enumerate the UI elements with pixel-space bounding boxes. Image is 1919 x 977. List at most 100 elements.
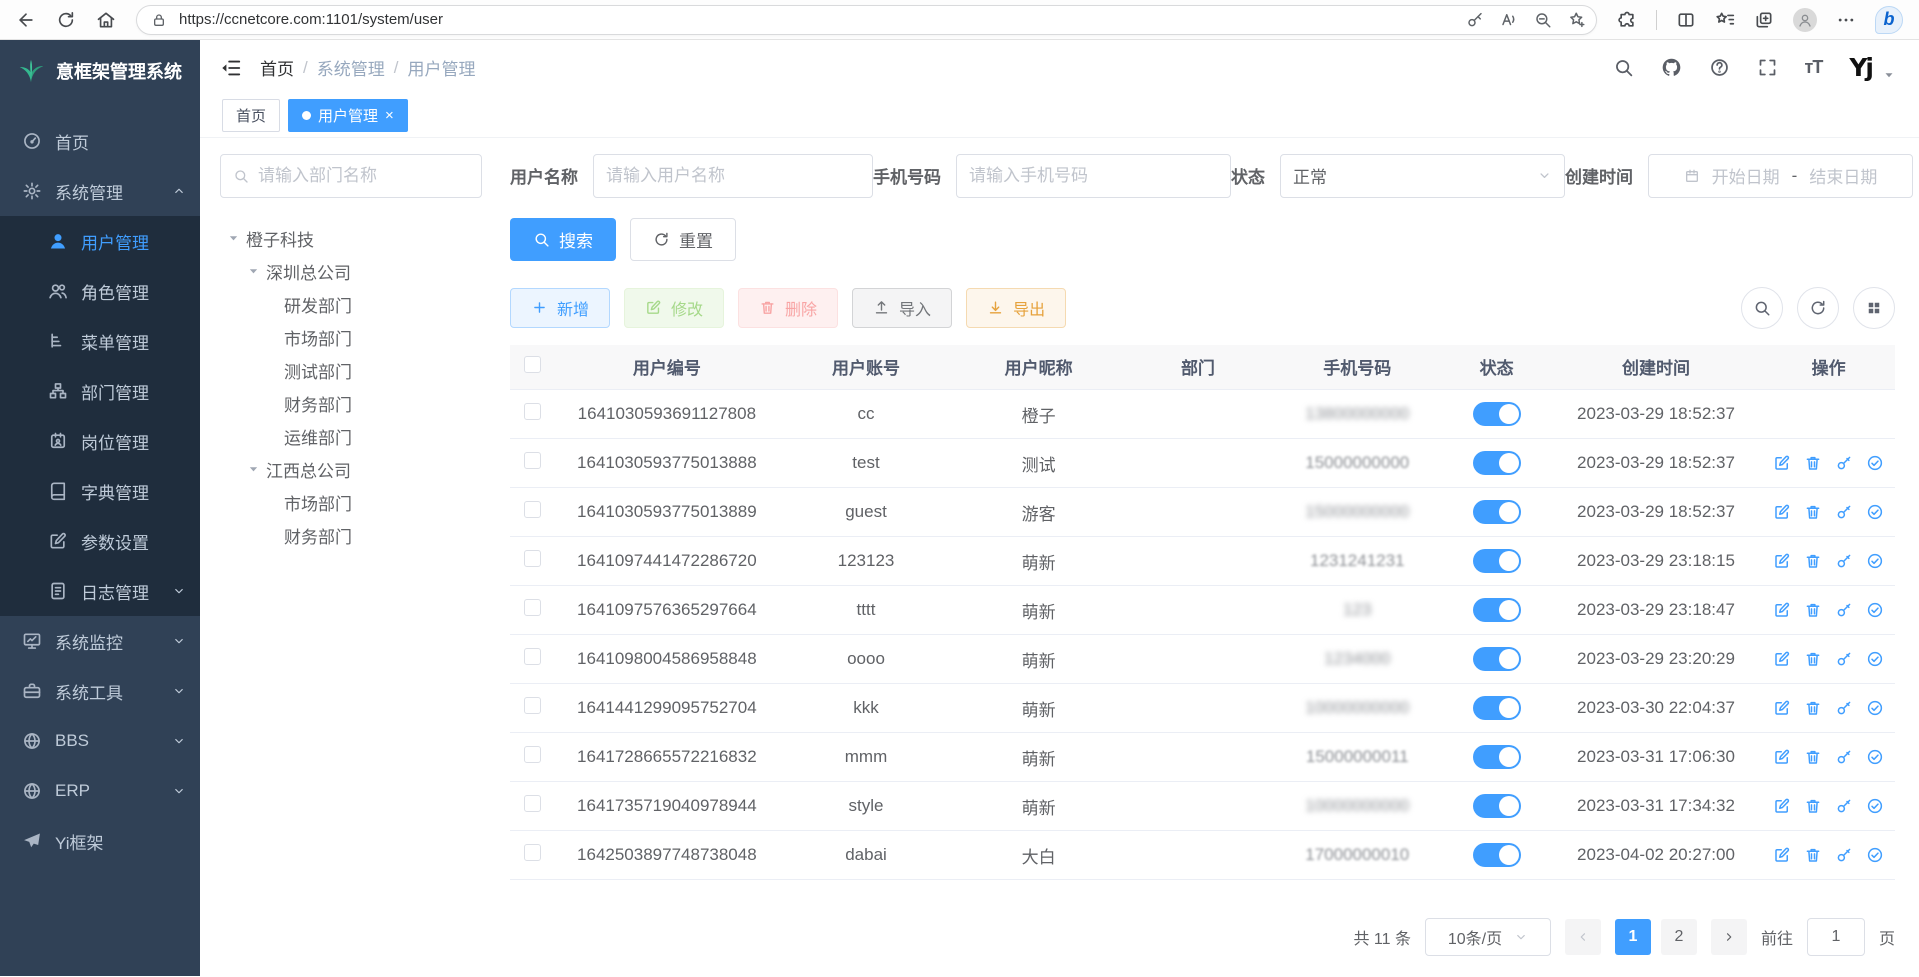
assign-role-button[interactable] [1866,748,1884,766]
browser-refresh-icon[interactable] [56,10,76,30]
edit-user-button[interactable] [1773,503,1791,521]
edit-user-button[interactable] [1773,748,1791,766]
reset-password-button[interactable] [1835,454,1853,472]
user-avatar[interactable]: Yj [1849,53,1874,83]
edit-user-button[interactable] [1773,601,1791,619]
delete-button[interactable]: 删除 [738,287,839,328]
next-page-button[interactable] [1710,919,1747,955]
sidebar-item-角色管理[interactable]: 角色管理 [0,266,200,316]
export-button[interactable]: 导出 [966,287,1067,328]
assign-role-button[interactable] [1866,797,1884,815]
sidebar-item-部门管理[interactable]: 部门管理 [0,366,200,416]
end-date-placeholder[interactable]: 结束日期 [1809,168,1878,187]
url-text[interactable]: https://ccnetcore.com:1101/system/user [179,11,444,28]
tree-node-研发部门[interactable]: 研发部门 [220,288,482,321]
status-toggle[interactable] [1472,745,1521,769]
delete-user-button[interactable] [1804,699,1822,717]
sidebar-item-系统工具[interactable]: 系统工具 [0,666,200,716]
sidebar-item-系统管理[interactable]: 系统管理 [0,166,200,216]
assign-role-button[interactable] [1866,552,1884,570]
tree-node-江西总公司[interactable]: 江西总公司 [220,453,482,486]
row-checkbox[interactable] [523,550,541,567]
row-checkbox[interactable] [523,844,541,861]
reset-button[interactable]: 重置 [630,217,736,261]
reset-password-button[interactable] [1835,797,1853,815]
assign-role-button[interactable] [1866,699,1884,717]
collapse-sidebar-icon[interactable] [220,57,242,79]
reset-password-button[interactable] [1835,503,1853,521]
status-toggle[interactable] [1472,794,1521,818]
breadcrumb-item-用户管理[interactable]: 用户管理 [407,60,476,80]
password-icon[interactable] [1466,11,1484,29]
username-input[interactable] [606,165,860,186]
reset-password-button[interactable] [1835,650,1853,668]
sidebar-item-岗位管理[interactable]: 岗位管理 [0,416,200,466]
fullscreen-icon[interactable] [1757,57,1778,78]
sidebar-item-ERP[interactable]: ERP [0,766,200,816]
assign-role-button[interactable] [1866,846,1884,864]
page-button-2[interactable]: 2 [1660,919,1697,955]
assign-role-button[interactable] [1866,601,1884,619]
sidebar-item-系统监控[interactable]: 系统监控 [0,616,200,666]
sidebar-item-日志管理[interactable]: 日志管理 [0,566,200,616]
breadcrumb-item-系统管理[interactable]: 系统管理 [316,60,385,80]
start-date-placeholder[interactable]: 开始日期 [1711,168,1780,187]
sidebar-item-参数设置[interactable]: 参数设置 [0,516,200,566]
assign-role-button[interactable] [1866,454,1884,472]
phone-field[interactable] [956,153,1231,198]
github-icon[interactable] [1661,57,1682,78]
row-checkbox[interactable] [523,452,541,469]
edit-user-button[interactable] [1773,552,1791,570]
tree-node-财务部门[interactable]: 财务部门 [220,387,482,420]
sidebar-item-用户管理[interactable]: 用户管理 [0,216,200,266]
font-size-icon[interactable]: ᴛT [1804,57,1824,78]
status-toggle[interactable] [1472,549,1521,573]
select-all-checkbox[interactable] [523,355,541,373]
row-checkbox[interactable] [523,795,541,812]
reset-password-button[interactable] [1835,748,1853,766]
tree-node-市场部门[interactable]: 市场部门 [220,486,482,519]
status-toggle[interactable] [1472,500,1521,524]
row-checkbox[interactable] [523,746,541,763]
tree-node-橙子科技[interactable]: 橙子科技 [220,222,482,255]
delete-user-button[interactable] [1804,552,1822,570]
avatar-caret-icon[interactable] [1883,69,1895,81]
sidebar-item-菜单管理[interactable]: 菜单管理 [0,316,200,366]
row-checkbox[interactable] [523,501,541,518]
browser-home-icon[interactable] [96,10,116,30]
tree-node-运维部门[interactable]: 运维部门 [220,420,482,453]
status-toggle[interactable] [1472,696,1521,720]
delete-user-button[interactable] [1804,748,1822,766]
department-search-input[interactable] [258,165,469,186]
delete-user-button[interactable] [1804,601,1822,619]
tab-用户管理[interactable]: 用户管理 × [288,99,408,133]
edit-user-button[interactable] [1773,846,1791,864]
status-toggle[interactable] [1472,402,1521,426]
status-toggle[interactable] [1472,451,1521,475]
prev-page-button[interactable] [1564,919,1601,955]
edit-user-button[interactable] [1773,650,1791,668]
add-button[interactable]: 新增 [510,287,611,328]
page-size-select[interactable]: 10条/页 [1424,918,1551,956]
address-bar[interactable]: https://ccnetcore.com:1101/system/user [136,4,1597,35]
show-search-toggle-button[interactable] [1741,286,1783,329]
header-search-icon[interactable] [1613,57,1634,78]
username-field[interactable] [593,153,873,198]
bing-icon[interactable]: b [1875,5,1903,34]
delete-user-button[interactable] [1804,650,1822,668]
edit-user-button[interactable] [1773,699,1791,717]
favorite-add-icon[interactable] [1568,11,1586,29]
sidebar-item-字典管理[interactable]: 字典管理 [0,466,200,516]
reset-password-button[interactable] [1835,601,1853,619]
column-settings-button[interactable] [1853,286,1895,329]
tab-首页[interactable]: 首页 [222,99,281,133]
tree-node-深圳总公司[interactable]: 深圳总公司 [220,255,482,288]
browser-menu-icon[interactable] [1836,10,1856,30]
row-checkbox[interactable] [523,403,541,420]
sidebar-item-首页[interactable]: 首页 [0,116,200,166]
delete-user-button[interactable] [1804,846,1822,864]
delete-user-button[interactable] [1804,503,1822,521]
department-search-field[interactable] [220,153,482,198]
goto-page-input[interactable] [1806,918,1865,956]
phone-input[interactable] [969,165,1218,186]
